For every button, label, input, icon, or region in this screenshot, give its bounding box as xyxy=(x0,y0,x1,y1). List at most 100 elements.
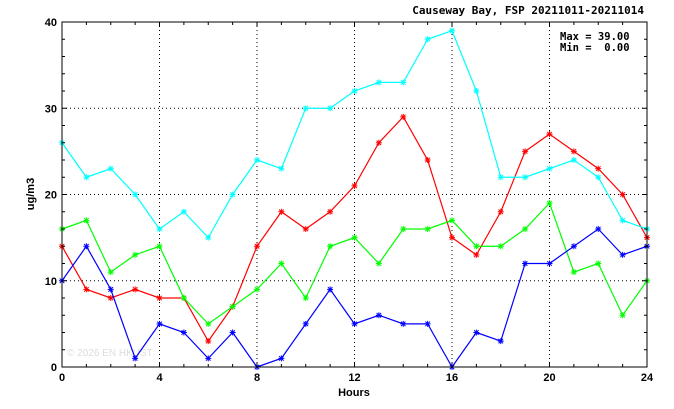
data-point-marker xyxy=(570,157,577,163)
data-point-marker xyxy=(327,243,334,250)
y-tick-label: 20 xyxy=(45,190,57,202)
data-point-marker xyxy=(522,226,529,232)
marker-stroke xyxy=(156,243,163,249)
marker-stroke xyxy=(400,114,406,120)
x-tick-label: 0 xyxy=(59,372,65,384)
marker-stroke xyxy=(205,338,211,344)
data-point-marker xyxy=(229,329,236,336)
y-tick-label: 10 xyxy=(45,276,57,288)
min-value-label: Min = 0.00 xyxy=(560,42,630,54)
data-point-marker xyxy=(302,105,309,112)
marker-stroke xyxy=(83,217,89,223)
marker-stroke xyxy=(473,243,479,249)
data-point-marker xyxy=(351,320,358,327)
data-point-marker xyxy=(522,174,529,181)
marker-stroke xyxy=(425,321,431,327)
data-series xyxy=(59,27,650,370)
marker-stroke xyxy=(522,260,528,267)
data-point-marker xyxy=(546,200,553,207)
marker-stroke xyxy=(181,295,187,301)
data-point-marker xyxy=(229,191,236,198)
marker-stroke xyxy=(132,286,138,292)
data-point-marker xyxy=(375,312,382,319)
marker-stroke xyxy=(595,166,601,172)
marker-stroke xyxy=(425,157,431,163)
data-point-marker xyxy=(107,269,114,276)
marker-stroke xyxy=(303,226,309,232)
marker-stroke xyxy=(473,329,479,336)
data-point-marker xyxy=(327,208,334,215)
data-point-marker xyxy=(522,148,529,155)
data-point-marker xyxy=(473,88,480,94)
data-point-marker xyxy=(400,113,407,120)
marker-stroke xyxy=(156,226,163,232)
marker-stroke xyxy=(473,88,479,94)
marker-stroke xyxy=(522,174,528,180)
data-point-marker xyxy=(546,131,553,138)
marker-stroke xyxy=(205,235,211,241)
marker-stroke xyxy=(620,252,626,258)
marker-stroke xyxy=(351,321,358,327)
marker-stroke xyxy=(522,226,528,232)
marker-stroke xyxy=(230,329,236,336)
data-point-marker xyxy=(497,243,504,250)
data-point-marker xyxy=(278,260,285,267)
marker-stroke xyxy=(498,243,504,249)
data-point-marker xyxy=(83,174,90,181)
data-point-marker xyxy=(302,295,309,301)
data-point-marker xyxy=(619,312,626,319)
marker-stroke xyxy=(400,321,406,327)
data-point-marker xyxy=(473,243,480,250)
data-point-marker xyxy=(132,251,139,258)
series-1 xyxy=(59,27,650,241)
data-point-marker xyxy=(327,105,334,112)
marker-stroke xyxy=(108,295,114,301)
marker-stroke xyxy=(230,304,236,310)
marker-stroke xyxy=(303,295,309,301)
data-point-marker xyxy=(205,338,212,345)
marker-stroke xyxy=(132,355,138,361)
data-point-marker xyxy=(449,217,455,224)
marker-stroke xyxy=(449,217,455,223)
marker-stroke xyxy=(108,286,114,292)
marker-stroke xyxy=(83,286,89,292)
marker-stroke xyxy=(108,269,114,275)
marker-stroke xyxy=(351,235,358,241)
marker-stroke xyxy=(376,140,382,146)
marker-stroke xyxy=(595,226,601,232)
marker-stroke xyxy=(181,329,187,336)
data-point-marker xyxy=(424,226,431,232)
data-point-marker xyxy=(254,157,260,163)
data-point-marker xyxy=(449,27,455,34)
marker-stroke xyxy=(498,174,504,180)
data-point-marker xyxy=(229,303,236,310)
data-point-marker xyxy=(132,191,139,198)
y-tick-label: 30 xyxy=(45,103,57,115)
x-tick-label: 20 xyxy=(543,372,555,384)
data-point-marker xyxy=(205,234,212,241)
data-point-marker xyxy=(497,338,504,345)
axis-ticks: 0 4 8 12 16 20 24 0 10 20 30 40 xyxy=(45,17,654,384)
marker-stroke xyxy=(83,174,89,180)
data-point-marker xyxy=(570,243,577,250)
data-point-marker xyxy=(83,286,90,293)
watermark: © 2026 EN HKUST xyxy=(67,348,153,359)
marker-stroke xyxy=(205,355,211,361)
data-point-marker xyxy=(375,260,382,267)
series-3 xyxy=(59,226,650,370)
data-point-marker xyxy=(156,320,163,327)
data-point-marker xyxy=(205,355,212,362)
data-point-marker xyxy=(327,286,334,293)
marker-stroke xyxy=(546,131,553,137)
marker-stroke xyxy=(254,286,260,292)
marker-stroke xyxy=(400,79,406,85)
data-point-marker xyxy=(107,286,114,293)
marker-stroke xyxy=(303,105,309,111)
data-point-marker xyxy=(375,139,382,146)
marker-stroke xyxy=(156,295,163,301)
marker-stroke xyxy=(327,209,333,215)
data-point-marker xyxy=(375,79,382,86)
marker-stroke xyxy=(546,200,553,206)
y-tick-label: 0 xyxy=(51,362,57,374)
